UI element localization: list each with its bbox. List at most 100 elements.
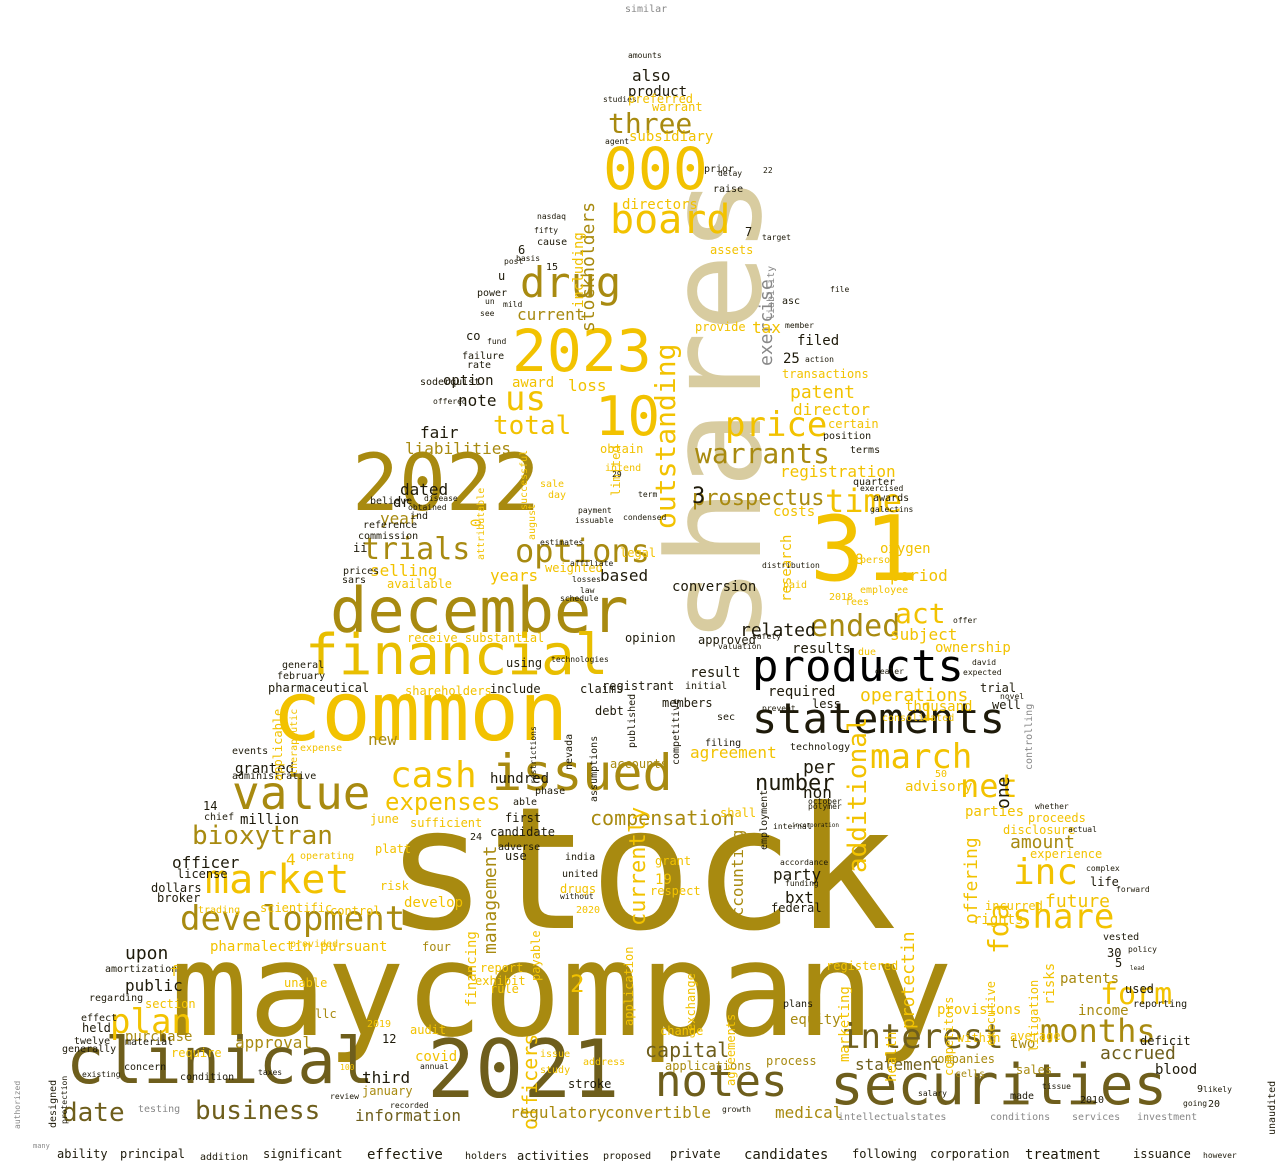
word-intellectualstates: intellectualstates — [838, 1112, 947, 1123]
word-broker: broker — [157, 891, 201, 905]
word-principal: principal — [120, 1147, 186, 1161]
word-sales: sales — [1016, 1063, 1053, 1077]
word-june: june — [370, 812, 399, 826]
word-covid: covid — [415, 1049, 458, 1065]
word-person: person — [860, 555, 897, 566]
word-2023: 2023 — [512, 317, 652, 385]
word-per: per — [803, 757, 836, 778]
word-also: also — [632, 66, 671, 85]
word-operating: operating — [300, 851, 355, 862]
word-investment: investment — [1137, 1112, 1198, 1123]
word-december: december — [330, 574, 629, 647]
word-award: award — [512, 375, 555, 391]
word-net: net — [960, 767, 1018, 805]
word-issue: issue — [540, 1049, 571, 1060]
word-assumptions: assumptions — [589, 735, 600, 802]
word-nasdaq: nasdaq — [537, 212, 566, 221]
word-see: see — [480, 309, 495, 318]
word-2021: 2021 — [427, 1023, 620, 1116]
word-post: post — [504, 257, 524, 266]
word-awards: awards — [873, 493, 910, 504]
word-novel: novel — [1000, 692, 1025, 701]
word-offer: offer — [953, 616, 978, 625]
word-trials: trials — [362, 532, 471, 567]
word-officer: officer — [172, 853, 240, 872]
word-registration: registration — [780, 462, 896, 481]
word-price: price — [725, 405, 828, 445]
word-exhibit: exhibit — [475, 974, 526, 988]
word-rights: rights — [973, 912, 1024, 928]
word-likely: likely — [1203, 1085, 1232, 1094]
word-oxygen: oxygen — [880, 541, 931, 557]
word-compensation: compensation — [590, 806, 735, 830]
word-services: services — [1072, 1112, 1121, 1123]
word-executive: executive — [984, 980, 998, 1046]
word-prospectus: prospectus — [692, 486, 825, 511]
word-respect: respect — [650, 884, 701, 898]
word-advisory: advisory — [905, 779, 973, 795]
word-based: based — [600, 566, 649, 585]
word-llc: llc — [315, 1007, 337, 1021]
word-initial: initial — [685, 681, 728, 692]
word-debt: debt — [595, 704, 624, 718]
word-technology: technology — [790, 742, 851, 753]
word-pharmalectin: pharmalectin — [210, 939, 312, 955]
word-administrative: administrative — [232, 771, 317, 782]
word-many: many — [33, 1142, 50, 1150]
word-prior: prior — [704, 164, 735, 175]
word-weighted: weighted — [545, 561, 603, 575]
word-sec: sec — [717, 712, 736, 723]
word-director: director — [793, 400, 871, 419]
word-designed: designed — [48, 1079, 59, 1128]
word-cause: cause — [537, 237, 568, 248]
word-less: less — [812, 697, 841, 711]
word-require: require — [171, 1046, 222, 1060]
word-inc: inc — [1013, 852, 1079, 893]
word-material: material — [125, 1037, 174, 1048]
word-condensed: condensed — [623, 513, 667, 522]
word-ii: ii — [353, 541, 368, 555]
word-risks: risks — [1042, 962, 1058, 1005]
word-party: party — [773, 865, 822, 884]
word-blood: blood — [1155, 1062, 1198, 1078]
word-registrant: registrant — [602, 679, 675, 693]
word-offered: offered — [433, 397, 467, 406]
word-amount: amount — [1010, 832, 1076, 853]
word-12: 12 — [382, 1032, 397, 1046]
word-2: 2 — [570, 970, 585, 998]
word-co: co — [466, 329, 481, 343]
word-period: period — [890, 566, 948, 585]
word-8: 8 — [855, 552, 864, 568]
word-recorded: recorded — [390, 1101, 429, 1110]
word-losses: losses — [572, 575, 601, 584]
word-candidates: candidates — [744, 1147, 829, 1163]
word-2010: 2010 — [1080, 1095, 1105, 1106]
word-agreement: agreement — [690, 743, 777, 762]
word-filed: filed — [797, 333, 840, 349]
word-future: future — [1045, 891, 1111, 912]
word-protectin: protectin — [898, 931, 919, 1029]
word-tax: tax — [752, 318, 781, 337]
word-value: value — [232, 766, 371, 820]
word-date: date — [62, 1098, 125, 1128]
word-option: option — [443, 373, 494, 389]
word-failure: failure — [462, 351, 505, 362]
word-unaudited: unaudited — [1267, 1080, 1278, 1135]
word-study: study — [540, 1065, 571, 1076]
word-commission: commission — [358, 531, 419, 542]
word-raise: raise — [713, 184, 744, 195]
word-product: product — [628, 84, 688, 100]
word-pharmaceutical: pharmaceutical — [268, 681, 370, 695]
word-incurred: incurred — [985, 899, 1043, 913]
word-accrued: accrued — [1100, 1043, 1176, 1064]
word-notes: notes — [655, 1056, 788, 1107]
word-application: application — [622, 946, 636, 1026]
word-obtain: obtain — [600, 442, 644, 456]
word-issuable: issuable — [575, 516, 614, 525]
word-offering: offering — [961, 837, 982, 924]
word-prevent: prevent — [762, 704, 796, 713]
word-4: 4 — [286, 850, 296, 869]
word-fifty: fifty — [534, 226, 559, 235]
word-without: without — [560, 892, 594, 901]
word-31: 31 — [810, 497, 919, 602]
